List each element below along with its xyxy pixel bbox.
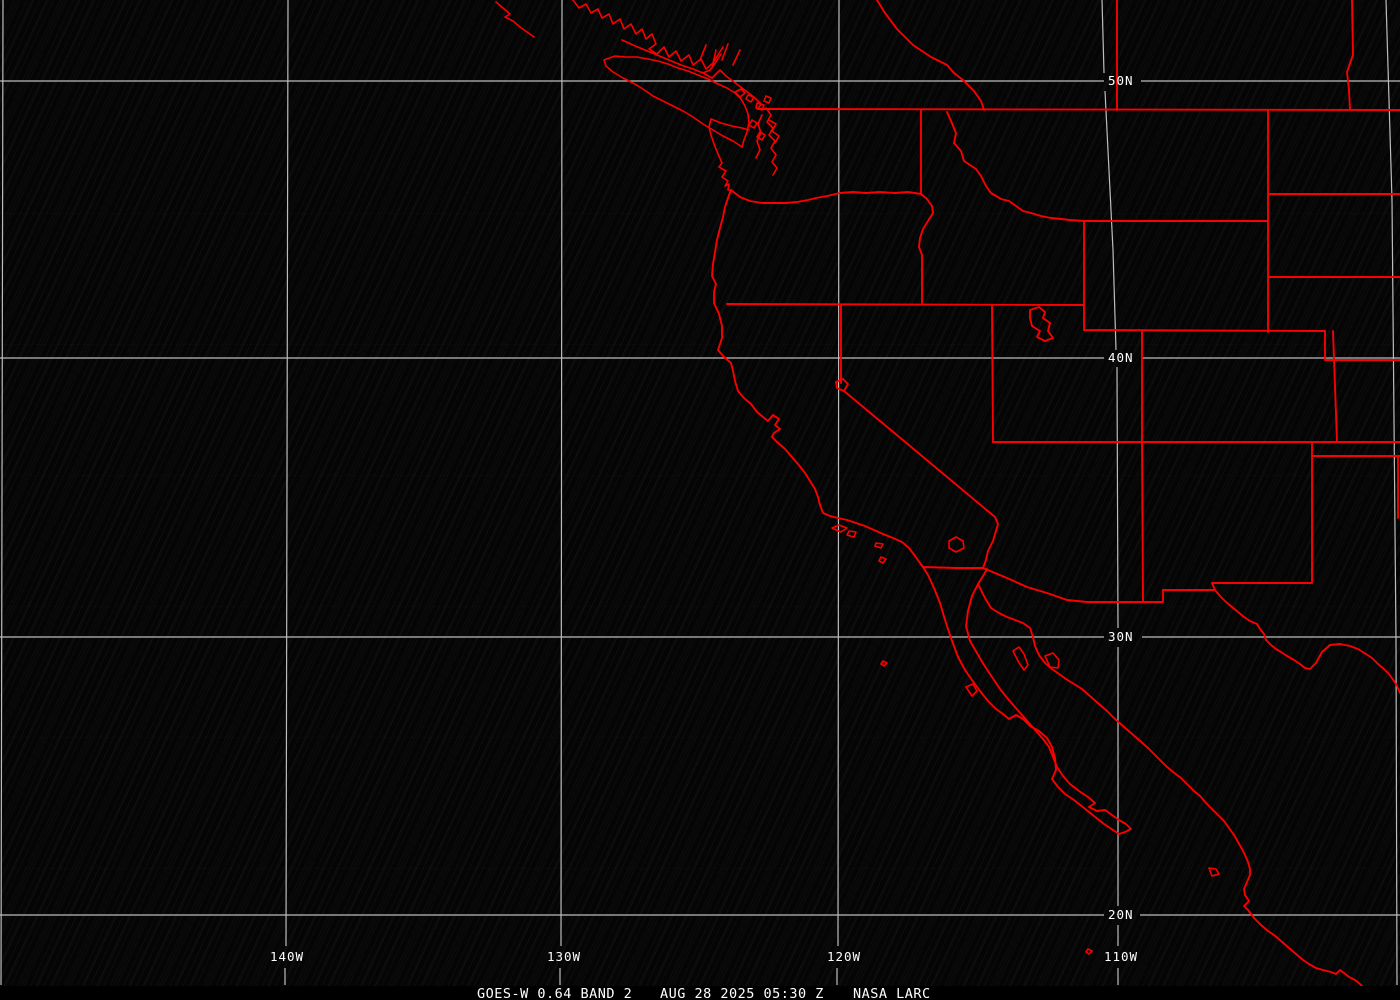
lon-label-130w: 130W [547,949,581,964]
us-mexico-border-rio-grande [922,566,1400,694]
lat-label-30n: 30N [1108,629,1134,644]
channel-islands [831,524,887,564]
longitude-labels: 140W 130W 120W 110W [270,949,1138,964]
map-overlay [495,0,1400,989]
bc-coastline [495,0,772,111]
lat-label-50n: 50N [1108,73,1134,88]
salton-sea-outline [948,536,965,553]
southwest-state-borders [992,330,1400,602]
caption-product: GOES-W 0.64 BAND 2 [477,986,632,1000]
northern-state-borders [757,0,1400,333]
caption-datetime: AUG 28 2025 05:30 Z [660,986,824,1000]
lon-label-110w: 110W [1104,949,1138,964]
columbia-snake-river-borders [730,109,934,304]
lat-label-40n: 40N [1108,350,1134,365]
caption: GOES-W 0.64 BAND 2 AUG 28 2025 05:30 Z N… [477,986,931,1000]
lat-label-20n: 20N [1108,907,1134,922]
caption-bar [0,986,1400,1000]
vancouver-island-outline [603,55,750,148]
puget-sound-coastline [708,107,780,191]
lon-label-120w: 120W [827,949,861,964]
pacific-coastline [711,189,924,568]
gulf-of-california-islands [880,646,1220,955]
baja-mexico-coastline [922,566,1365,989]
lon-label-140w: 140W [270,949,304,964]
latitude-labels: 50N 40N 30N 20N [1108,73,1134,922]
western-state-borders [726,303,1085,569]
caption-source: NASA LARC [853,986,931,1000]
